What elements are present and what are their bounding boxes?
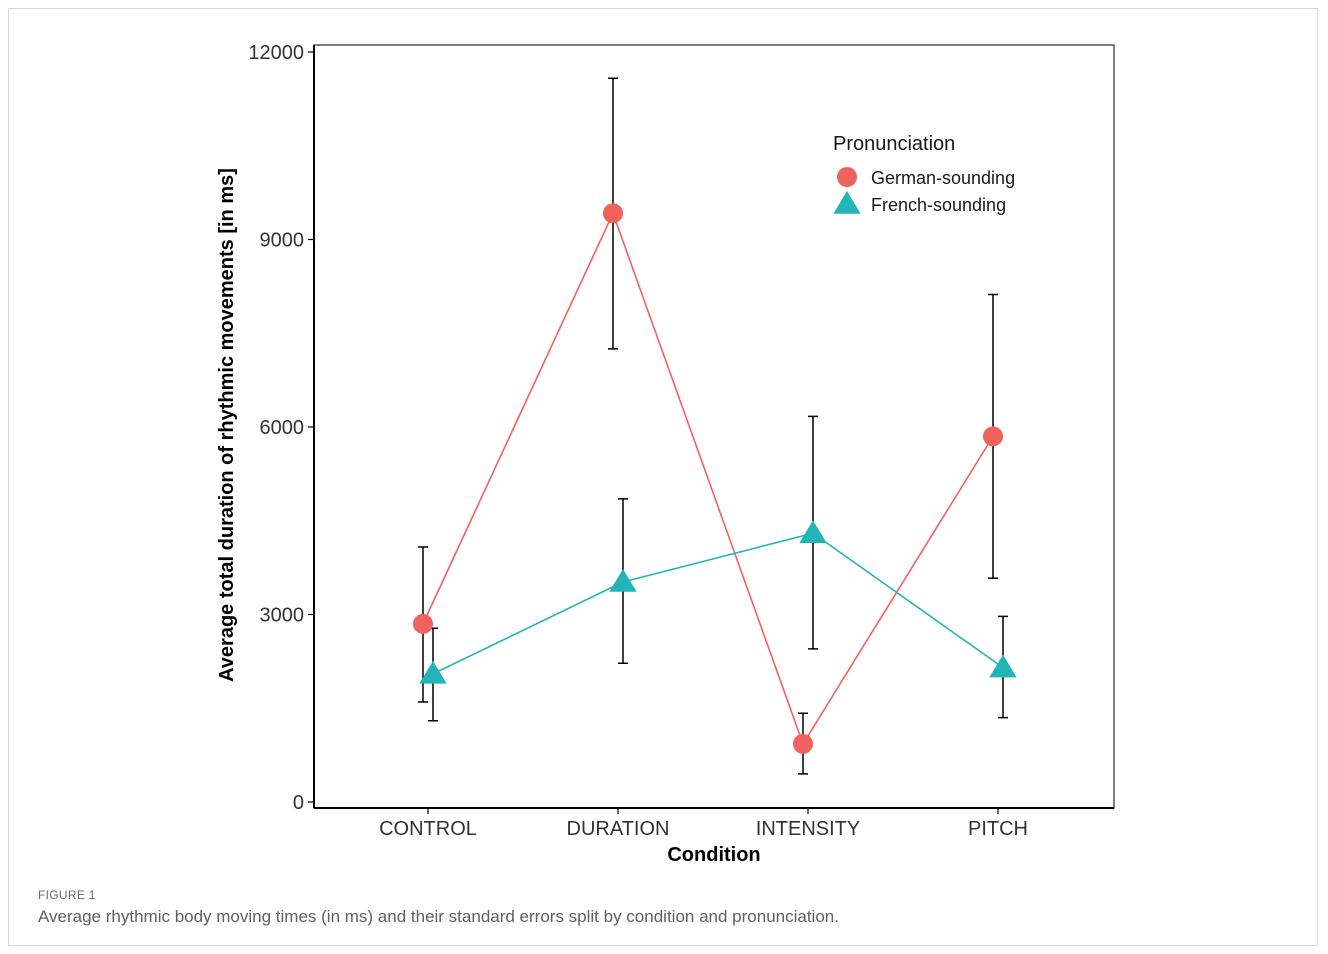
y-tick-label: 0 (293, 792, 304, 814)
legend-label: French-sounding (871, 195, 1006, 215)
x-tick-label: INTENSITY (756, 818, 860, 840)
figure-label: FIGURE 1 (38, 888, 96, 902)
x-tick-label: CONTROL (379, 818, 477, 840)
series-line (432, 532, 1004, 675)
chart: 0 3000 6000 9000 12000 CONTROL DURATION INTENSI… (216, 42, 1115, 866)
data-point-triangle (799, 520, 827, 543)
legend-label: German-sounding (871, 168, 1015, 188)
legend-title: Pronunciation (833, 133, 955, 155)
y-tick-label: 3000 (260, 605, 305, 627)
y-tick-label: 12000 (248, 42, 304, 64)
y-axis-title: Average total duration of rhythmic movem… (216, 168, 238, 682)
figure-caption: Average rhythmic body moving times (in m… (38, 907, 839, 926)
data-point-triangle (989, 654, 1017, 678)
legend-key-triangle (833, 191, 861, 214)
figure-frame (8, 8, 1318, 946)
data-point-circle (603, 203, 623, 224)
data-point-circle (983, 426, 1003, 447)
data-point-circle (793, 733, 813, 754)
x-tick-label: DURATION (567, 818, 670, 840)
series-markers (413, 203, 1017, 754)
y-tick-label: 6000 (260, 417, 305, 439)
x-tick-label: PITCH (968, 818, 1028, 840)
legend-key-circle (837, 167, 857, 187)
series-lines (422, 211, 1004, 746)
series-line (422, 211, 994, 746)
chart-axes: 0 3000 6000 9000 12000 CONTROL DURATION INTENSI… (248, 42, 1115, 840)
y-tick-label: 9000 (260, 230, 305, 252)
legend: Pronunciation German-sounding French-soun… (833, 133, 1015, 215)
data-point-triangle (609, 569, 637, 592)
data-point-triangle (419, 660, 447, 684)
data-point-circle (413, 613, 433, 634)
x-axis-title: Condition (667, 844, 760, 866)
